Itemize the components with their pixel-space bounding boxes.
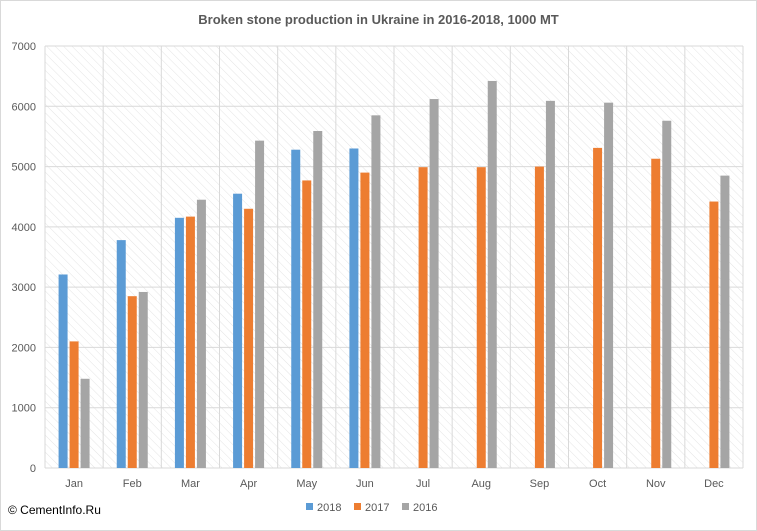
y-tick-label: 0 — [30, 463, 36, 475]
bar-2017-apr — [244, 208, 254, 468]
x-tick-label: Mar — [181, 478, 200, 490]
copyright-text: © CementInfo.Ru — [8, 503, 101, 517]
bar-2018-apr — [233, 193, 243, 468]
x-tick-label: Feb — [123, 478, 142, 490]
y-tick-label: 2000 — [12, 342, 36, 354]
bar-2016-feb — [138, 291, 148, 468]
bar-2018-mar — [174, 217, 184, 468]
bar-2017-mar — [185, 216, 195, 468]
bar-2016-nov — [662, 120, 672, 469]
legend-swatch-2018 — [306, 503, 313, 510]
bar-2017-jun — [360, 172, 370, 468]
bar-2016-dec — [720, 175, 730, 468]
x-tick-label: Apr — [240, 478, 257, 490]
legend-swatch-2016 — [402, 503, 409, 510]
y-tick-label: 4000 — [12, 222, 36, 234]
bar-2017-may — [302, 180, 312, 469]
bar-2018-jun — [349, 148, 359, 468]
bar-2017-aug — [476, 167, 486, 468]
bar-2016-jan — [80, 378, 90, 468]
y-tick-label: 7000 — [12, 41, 36, 53]
bar-2017-sep — [534, 166, 544, 469]
x-tick-label: Jul — [416, 478, 430, 490]
bar-2016-oct — [604, 102, 614, 468]
y-tick-label: 5000 — [12, 162, 36, 174]
bar-2016-may — [313, 131, 323, 468]
legend-label-2016: 2016 — [413, 502, 437, 514]
x-tick-label: Nov — [646, 478, 666, 490]
x-tick-label: Sep — [530, 478, 550, 490]
y-tick-label: 6000 — [12, 101, 36, 113]
bar-2018-may — [291, 149, 301, 469]
bar-2017-feb — [127, 296, 137, 468]
bar-2016-jul — [429, 99, 439, 469]
bar-2016-aug — [487, 80, 497, 469]
bar-2017-jul — [418, 167, 428, 468]
bar-2017-oct — [593, 147, 603, 468]
legend-label-2018: 2018 — [317, 502, 341, 514]
x-tick-label: Aug — [471, 478, 491, 490]
bar-2016-mar — [196, 199, 206, 468]
legend-swatch-2017 — [354, 503, 361, 510]
bar-2016-jun — [371, 115, 381, 468]
bar-2016-apr — [255, 140, 265, 469]
x-tick-label: Dec — [704, 478, 724, 490]
bar-2016-sep — [545, 100, 555, 469]
bar-2017-jan — [69, 341, 79, 468]
x-tick-label: Jun — [356, 478, 374, 490]
chart-title: Broken stone production in Ukraine in 20… — [198, 12, 559, 27]
bar-2018-jan — [58, 274, 68, 468]
x-tick-label: May — [296, 478, 317, 490]
bar-2017-nov — [651, 158, 661, 468]
bar-2017-dec — [709, 201, 719, 468]
y-tick-label: 1000 — [12, 403, 36, 415]
bar-2018-feb — [116, 240, 126, 468]
legend-label-2017: 2017 — [365, 502, 389, 514]
x-tick-label: Oct — [589, 478, 606, 490]
y-tick-label: 3000 — [12, 282, 36, 294]
x-tick-label: Jan — [65, 478, 83, 490]
